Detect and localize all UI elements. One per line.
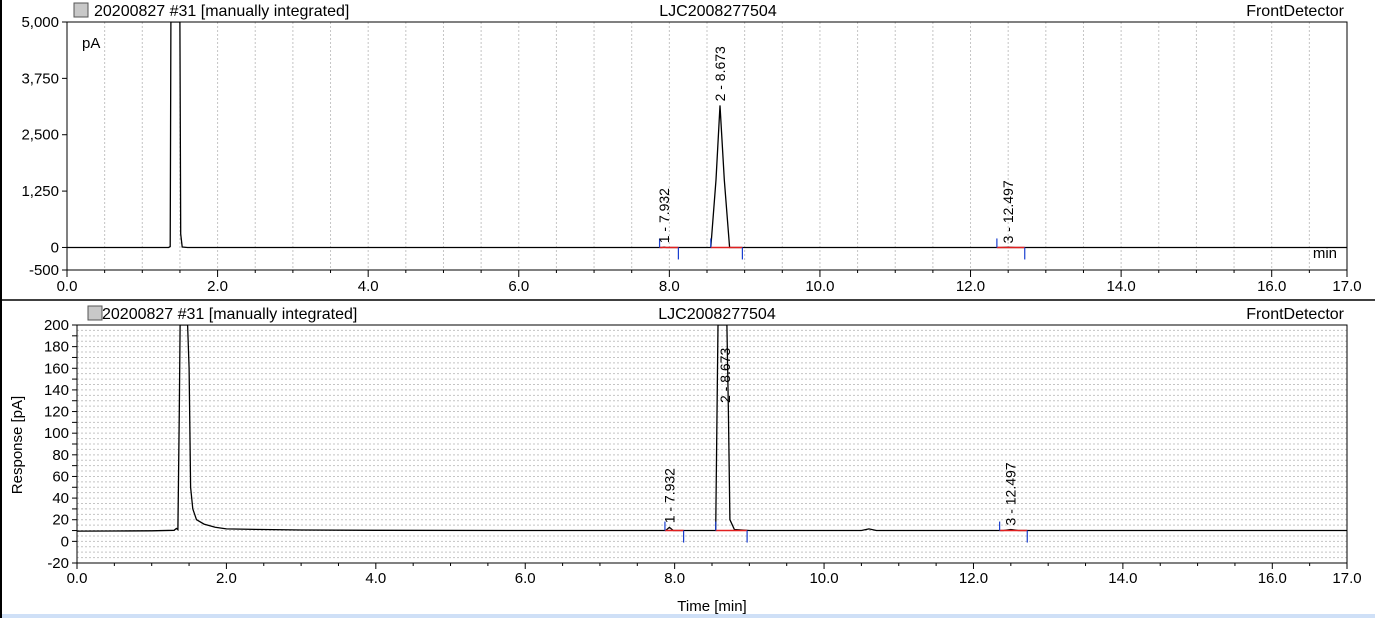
- sample-title: 20200827 #31 [manually integrated]: [94, 3, 349, 20]
- unit-label: pA: [82, 35, 100, 52]
- y-tick-label: 160: [44, 360, 69, 377]
- y-tick-label: 5,000: [21, 14, 59, 31]
- peak-label: 1 - 7.932: [656, 188, 672, 243]
- x-tick-label: 16.0: [1258, 570, 1287, 587]
- header-icon: [73, 2, 89, 18]
- sample-title: 20200827 #31 [manually integrated]: [102, 306, 357, 323]
- y-tick-label: 200: [44, 317, 69, 334]
- x-tick-label: 10.0: [809, 570, 838, 587]
- x-tick-label: 2.0: [207, 278, 228, 295]
- x-tick-label: 4.0: [365, 570, 386, 587]
- x-tick-label: 0.0: [57, 278, 78, 295]
- x-tick-label: 8.0: [659, 278, 680, 295]
- y-tick-label: -500: [29, 262, 59, 279]
- x-unit-label: min: [1313, 245, 1337, 262]
- y-tick-label: 20: [52, 512, 69, 529]
- y-tick-label: 3,750: [21, 70, 59, 87]
- status-strip: [0, 614, 1375, 618]
- y-tick-label: 120: [44, 404, 69, 421]
- y-axis-title: Response [pA]: [9, 396, 26, 494]
- peak-label: 1 - 7.932: [662, 468, 678, 523]
- x-tick-label: 2.0: [216, 570, 237, 587]
- y-tick-label: 1,250: [21, 183, 59, 200]
- x-tick-label: 0.0: [67, 570, 88, 587]
- x-tick-label: 12.0: [956, 278, 985, 295]
- y-tick-label: 80: [52, 447, 69, 464]
- x-tick-label: 17.0: [1332, 278, 1361, 295]
- x-tick-label: 4.0: [358, 278, 379, 295]
- peak-label: 3 - 12.497: [1000, 180, 1016, 243]
- y-tick-label: 180: [44, 339, 69, 356]
- window-edge: [0, 0, 2, 618]
- plot-frame: [76, 324, 1348, 564]
- detector-label: FrontDetector: [1246, 306, 1344, 323]
- x-tick-label: 6.0: [508, 278, 529, 295]
- detector-label: FrontDetector: [1246, 3, 1344, 20]
- y-tick-label: 0: [61, 533, 69, 550]
- x-tick-label: 10.0: [805, 278, 834, 295]
- x-tick-label: 8.0: [664, 570, 685, 587]
- y-tick-label: -20: [47, 555, 69, 572]
- x-tick-label: 12.0: [959, 570, 988, 587]
- signal-trace: [77, 325, 1347, 532]
- sample-id: LJC2008277504: [658, 306, 776, 323]
- peak-label: 2 - 8.673: [712, 46, 728, 101]
- peak-label: 3 - 12.497: [1003, 462, 1019, 525]
- y-tick-label: 140: [44, 382, 69, 399]
- y-tick-label: 40: [52, 490, 69, 507]
- sample-id: LJC2008277504: [659, 3, 777, 20]
- y-tick-label: 60: [52, 468, 69, 485]
- x-tick-label: 17.0: [1332, 570, 1361, 587]
- x-tick-label: 14.0: [1108, 570, 1137, 587]
- chromatogram-panel-overview: 20200827 #31 [manually integrated] LJC20…: [21, 2, 1362, 295]
- peak-label: 2 - 8.673: [717, 348, 733, 403]
- x-axis-title: Time [min]: [677, 598, 746, 615]
- x-tick-label: 14.0: [1107, 278, 1136, 295]
- x-tick-label: 6.0: [515, 570, 536, 587]
- y-tick-label: 0: [51, 239, 59, 256]
- y-tick-label: 2,500: [21, 127, 59, 144]
- y-tick-label: 100: [44, 425, 69, 442]
- x-tick-label: 16.0: [1257, 278, 1286, 295]
- chromatogram-panel-zoomed: 20200827 #31 [manually integrated] LJC20…: [9, 305, 1362, 615]
- header-icon: [87, 305, 103, 321]
